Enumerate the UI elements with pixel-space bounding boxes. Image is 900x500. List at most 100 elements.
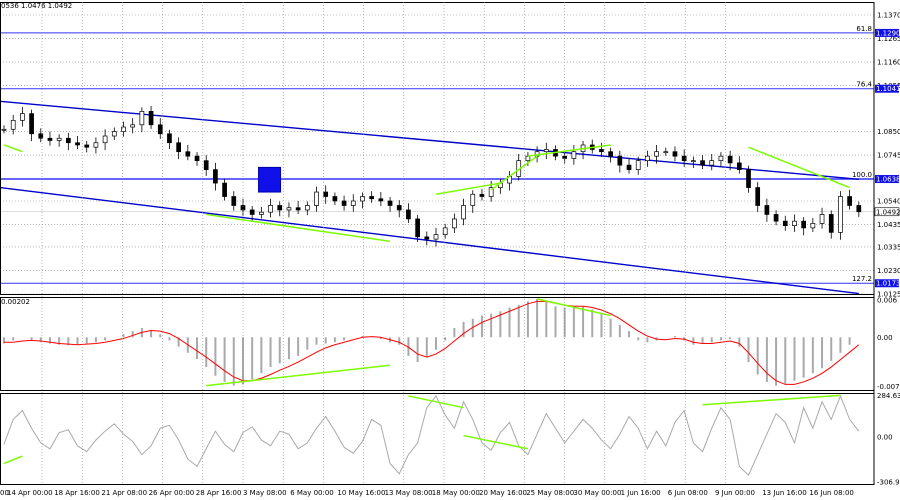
candle-body (479, 193, 485, 197)
candle-body (691, 160, 696, 163)
candle-body (543, 149, 549, 153)
candle-body (654, 151, 659, 157)
price-tick-label: 1.1265 (877, 35, 900, 43)
candle-body (10, 119, 16, 130)
price-tick-label: 1.0335 (877, 243, 900, 251)
candle-body (102, 135, 108, 144)
candle-body (709, 160, 715, 166)
candle-body (488, 187, 494, 197)
price-tick-label: 1.1160 (877, 59, 900, 67)
level-price-box (875, 84, 899, 93)
candle-body (736, 162, 742, 170)
candle-body (38, 133, 44, 139)
candle-body (617, 155, 623, 166)
level-price-box (875, 28, 899, 37)
macd-value-label: 0.00202 (1, 298, 30, 306)
x-axis-label: 1 Jun 16:00 (621, 489, 661, 497)
macd-divergence-line (536, 298, 611, 317)
candle-body (782, 220, 788, 227)
level-price-text: 1.1041 (876, 85, 900, 93)
candle-body (249, 209, 255, 215)
panel-border-0 (0, 2, 875, 295)
candle-body (29, 113, 34, 135)
candle-body (157, 124, 163, 135)
candle-body (856, 205, 862, 213)
candle-body (332, 196, 338, 202)
current-price-text: 1.0492 (876, 208, 900, 216)
ohlc-header: 0536 1.0476 1.0492 (1, 2, 72, 10)
x-axis-label: 18 May 00:00 (432, 489, 480, 497)
candle-body (819, 214, 825, 224)
candle-body (792, 220, 797, 227)
candle-body (185, 151, 191, 157)
candle-body (222, 182, 227, 197)
price-tick-label: 1.0745 (877, 152, 900, 160)
candle-body (828, 214, 834, 233)
candle-body (663, 151, 669, 154)
macd-tick-label: 0.006 (877, 297, 898, 305)
candle-body (387, 200, 393, 206)
divergence-line (490, 155, 538, 191)
x-axis-label: 6 Jun 08:00 (668, 489, 708, 497)
candle-body (470, 193, 476, 206)
candle-body (47, 137, 53, 141)
candle-body (442, 227, 448, 235)
candle-body (672, 151, 678, 157)
x-axis-label: 13 May 08:00 (385, 489, 433, 497)
level-price-text: 1.1290 (876, 29, 900, 37)
x-axis-label: 28 Apr 16:00 (196, 489, 242, 497)
divergence-line (435, 182, 501, 196)
price-tick-label: 1.1370 (877, 11, 900, 19)
candle-body (213, 169, 218, 184)
x-axis-label: 00 (0, 489, 9, 497)
candle-body (259, 211, 264, 215)
highlight-box (258, 166, 282, 193)
price-tick-label: 1.0230 (877, 267, 900, 275)
candle-body (452, 218, 457, 229)
candle-body (84, 144, 90, 148)
candle-body (810, 223, 816, 229)
candle-body (203, 160, 209, 170)
x-axis-label: 26 Apr 00:00 (149, 489, 195, 497)
candle-body (130, 124, 136, 128)
price-tick-label: 1.0540 (877, 197, 900, 205)
divergence-line (527, 144, 611, 157)
candle-body (571, 151, 577, 159)
cci-panel: 284.6313 0.00 -306.964 (3, 392, 900, 487)
candle-body (415, 218, 420, 238)
x-axis-label: 13 Jun 16:00 (762, 489, 806, 497)
candle-body (167, 133, 172, 144)
candle-body (268, 205, 273, 213)
cci-divergence-line (463, 434, 529, 450)
candle-body (304, 205, 310, 211)
macd-tick-label: -0.00791 (877, 383, 900, 391)
candle-body (148, 111, 154, 126)
cci-divergence-line (408, 395, 464, 409)
x-axis-label: 30 May 00:00 (573, 489, 621, 497)
x-axis-label: 9 Jun 00:00 (715, 489, 755, 497)
candle-body (1, 128, 7, 131)
candle-body (396, 205, 402, 211)
candle-body (608, 151, 613, 157)
candle-body (194, 155, 200, 162)
candle-body (176, 142, 181, 153)
cci-divergence-line (702, 394, 841, 406)
candle-body (718, 155, 724, 162)
candle-body (139, 111, 145, 126)
x-axis-label: 10 May 16:00 (337, 489, 385, 497)
candle-body (525, 155, 531, 162)
candle-body (75, 142, 80, 146)
divergence-line (206, 213, 391, 243)
x-axis-label: 18 Apr 16:00 (54, 489, 100, 497)
candle-body (755, 187, 761, 206)
x-axis-label: 14 Apr 00:00 (7, 489, 53, 497)
candle-body (378, 198, 384, 202)
candle-body (773, 214, 779, 222)
candle-body (746, 169, 751, 188)
candle-body (111, 131, 117, 137)
candle-body (20, 113, 25, 121)
divergence-line (3, 144, 23, 153)
candle-body (295, 207, 301, 211)
